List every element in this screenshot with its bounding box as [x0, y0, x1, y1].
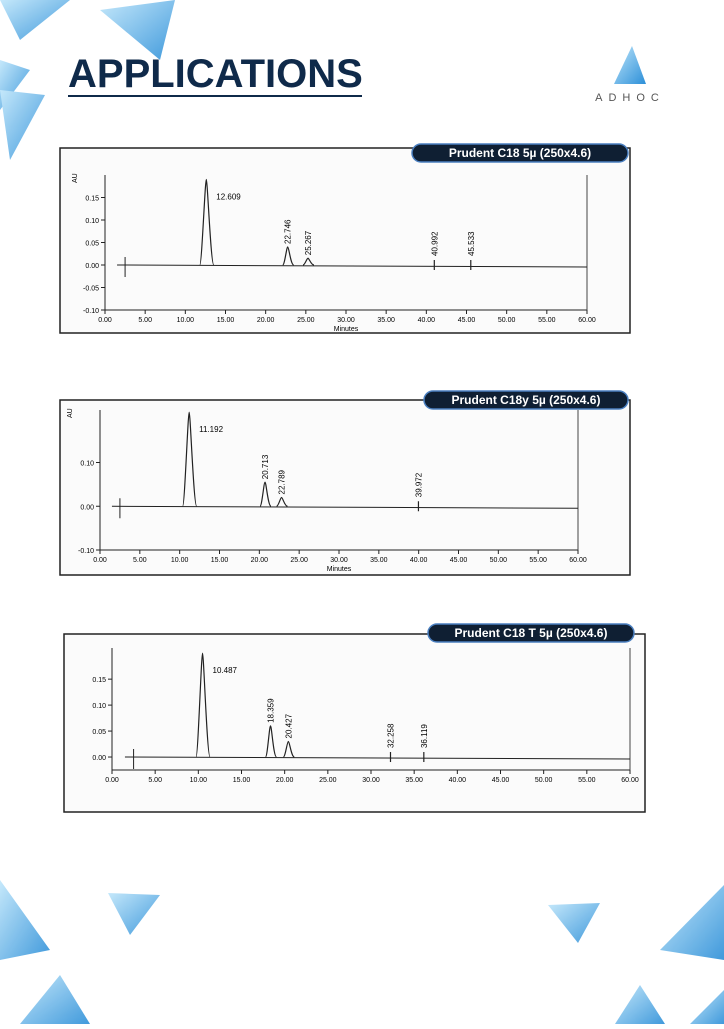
x-tick-label: 60.00: [578, 317, 596, 324]
x-tick-label: 45.00: [450, 557, 468, 564]
x-tick-label: 0.00: [93, 557, 107, 564]
x-tick-label: 15.00: [211, 557, 229, 564]
chart-frame: [59, 147, 631, 334]
x-tick-label: 5.00: [148, 777, 162, 784]
chart-badge: [423, 390, 629, 410]
x-tick-label: 30.00: [337, 317, 355, 324]
x-tick-label: 10.00: [171, 557, 189, 564]
peak-label: 40.992: [430, 231, 439, 256]
x-tick-label: 10.00: [177, 317, 195, 324]
x-tick-label: 5.00: [138, 317, 152, 324]
x-tick-label: 20.00: [257, 317, 275, 324]
peak: [182, 411, 198, 507]
peak: [199, 178, 215, 266]
y-tick-label: 0.00: [85, 263, 99, 270]
y-tick-label: 0.05: [92, 729, 106, 736]
y-tick-label: -0.10: [83, 308, 99, 315]
peak-label: 20.713: [261, 454, 270, 479]
y-tick-label: 0.00: [92, 755, 106, 762]
x-tick-label: 35.00: [370, 557, 388, 564]
chart-title: Prudent C18y 5µ (250x4.6): [452, 393, 601, 407]
x-tick-label: 40.00: [418, 317, 436, 324]
logo-mark: [614, 46, 646, 84]
x-tick-label: 25.00: [290, 557, 308, 564]
y-axis-label: AU: [72, 173, 79, 183]
x-tick-label: 5.00: [133, 557, 147, 564]
peak: [195, 652, 211, 758]
x-tick-label: 30.00: [362, 777, 380, 784]
chart-badge: [411, 143, 629, 163]
peak: [282, 246, 295, 266]
baseline: [111, 505, 579, 509]
peak-label: 11.192: [199, 425, 223, 434]
x-tick-label: 35.00: [377, 317, 395, 324]
peak-label: 25.267: [304, 230, 313, 255]
peak-label: 20.427: [284, 713, 293, 738]
y-tick-label: 0.10: [80, 461, 94, 468]
chart-frame: [59, 399, 631, 576]
chart-title: Prudent C18 5µ (250x4.6): [449, 146, 591, 160]
x-tick-label: 55.00: [529, 557, 547, 564]
x-tick-label: 55.00: [538, 317, 556, 324]
peak-label: 18.359: [266, 698, 275, 723]
peak: [302, 257, 315, 266]
x-tick-label: 0.00: [105, 777, 119, 784]
peak: [276, 496, 288, 507]
baseline: [124, 756, 631, 760]
peak: [264, 725, 278, 758]
x-tick-label: 25.00: [319, 777, 337, 784]
x-tick-label: 20.00: [251, 557, 269, 564]
x-tick-label: 60.00: [621, 777, 639, 784]
chart-frame: [63, 633, 646, 813]
y-tick-label: 0.15: [92, 677, 106, 684]
peak-label: 22.746: [284, 219, 293, 244]
x-tick-label: 60.00: [569, 557, 587, 564]
y-tick-label: 0.10: [92, 703, 106, 710]
x-tick-label: 40.00: [449, 777, 467, 784]
x-tick-label: 45.00: [492, 777, 510, 784]
x-tick-label: 35.00: [405, 777, 423, 784]
logo-text: ADHOC: [595, 92, 665, 104]
peak-label: 12.609: [216, 193, 241, 202]
peak-label: 36.119: [420, 724, 429, 748]
x-tick-label: 25.00: [297, 317, 315, 324]
y-tick-label: 0.10: [85, 218, 99, 225]
x-tick-label: 50.00: [490, 557, 508, 564]
chart-badge: [427, 623, 635, 643]
peak-label: 45.533: [467, 231, 476, 256]
y-tick-label: 0.05: [85, 241, 99, 248]
baseline: [117, 264, 588, 268]
x-tick-label: 55.00: [578, 777, 596, 784]
peak: [259, 481, 272, 507]
x-tick-label: 45.00: [458, 317, 476, 324]
page-title: APPLICATIONS: [68, 52, 363, 96]
peak-label: 10.487: [213, 666, 238, 675]
y-tick-label: 0.15: [85, 196, 99, 203]
x-axis-label: Minutes: [334, 326, 359, 333]
x-tick-label: 15.00: [233, 777, 251, 784]
x-tick-label: 20.00: [276, 777, 294, 784]
x-tick-label: 40.00: [410, 557, 428, 564]
peak-label: 32.258: [386, 723, 395, 748]
y-tick-label: 0.00: [80, 504, 94, 511]
chart-title: Prudent C18 T 5µ (250x4.6): [455, 626, 608, 640]
x-tick-label: 30.00: [330, 557, 348, 564]
peak-label: 39.972: [414, 472, 423, 497]
peak: [282, 740, 295, 758]
y-tick-label: -0.10: [78, 548, 94, 555]
x-axis-label: Minutes: [327, 566, 352, 573]
x-tick-label: 50.00: [498, 317, 516, 324]
x-tick-label: 15.00: [217, 317, 235, 324]
peak-label: 22.789: [278, 469, 287, 494]
x-tick-label: 10.00: [190, 777, 208, 784]
x-tick-label: 50.00: [535, 777, 553, 784]
y-axis-label: AU: [67, 408, 74, 418]
x-tick-label: 0.00: [98, 317, 112, 324]
y-tick-label: -0.05: [83, 286, 99, 293]
